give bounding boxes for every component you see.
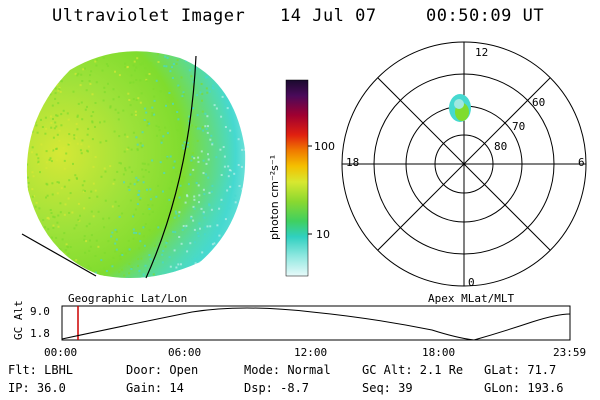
terminator-line: [145, 55, 197, 279]
date-label: 14 Jul 07: [280, 6, 377, 26]
info-filter: Flt: LBHL: [8, 363, 74, 377]
colorbar-tick-10: 10: [316, 228, 330, 241]
colorbar-tick-100: 100: [314, 140, 335, 153]
lat-label-70: 70: [512, 120, 526, 133]
geographic-label: Geographic Lat/Lon: [68, 292, 188, 305]
info-gain: Gain: 14: [126, 381, 184, 395]
info-glat: GLat: 71.7: [484, 363, 557, 377]
colorbar-unit-label: photon cm⁻²s⁻¹: [268, 154, 281, 240]
earth-image-panel: [21, 51, 246, 279]
altitude-ylabel: GC Alt: [12, 300, 25, 340]
lat-label-80: 80: [494, 140, 508, 153]
mlt-label-18: 18: [346, 156, 360, 169]
colorbar: [285, 79, 312, 277]
altitude-plot: [61, 305, 571, 341]
info-door: Door: Open: [126, 363, 199, 377]
lat-label-60: 60: [532, 96, 546, 109]
altitude-xtick-1: 06:00: [168, 346, 202, 359]
time-label: 00:50:09 UT: [426, 6, 545, 26]
info-gc-alt: GC Alt: 2.1 Re: [362, 363, 464, 377]
mlt-label-0: 0: [468, 276, 475, 289]
mlt-label-6: 6: [578, 156, 585, 169]
info-mode: Mode: Normal: [244, 363, 331, 377]
app-title: Ultraviolet Imager: [52, 6, 246, 26]
info-ip: IP: 36.0: [8, 381, 66, 395]
altitude-ymax: 9.0: [30, 305, 50, 318]
altitude-xtick-0: 00:00: [44, 346, 78, 359]
altitude-curve: [61, 307, 571, 341]
altitude-ymin: 1.8: [30, 327, 50, 340]
coast-line: [21, 233, 97, 277]
auroral-spot: [449, 94, 471, 122]
info-glon: GLon: 193.6: [484, 381, 564, 395]
mlt-label-12: 12: [475, 46, 489, 59]
altitude-xtick-4: 23:59: [553, 346, 587, 359]
altitude-xtick-3: 18:00: [422, 346, 456, 359]
apex-label: Apex MLat/MLT: [428, 292, 515, 305]
info-dsp: Dsp: -8.7: [244, 381, 310, 395]
polar-diagonal-2: [377, 77, 551, 251]
polar-plot: [341, 41, 587, 287]
info-seq: Seq: 39: [362, 381, 413, 395]
altitude-xtick-2: 12:00: [294, 346, 328, 359]
